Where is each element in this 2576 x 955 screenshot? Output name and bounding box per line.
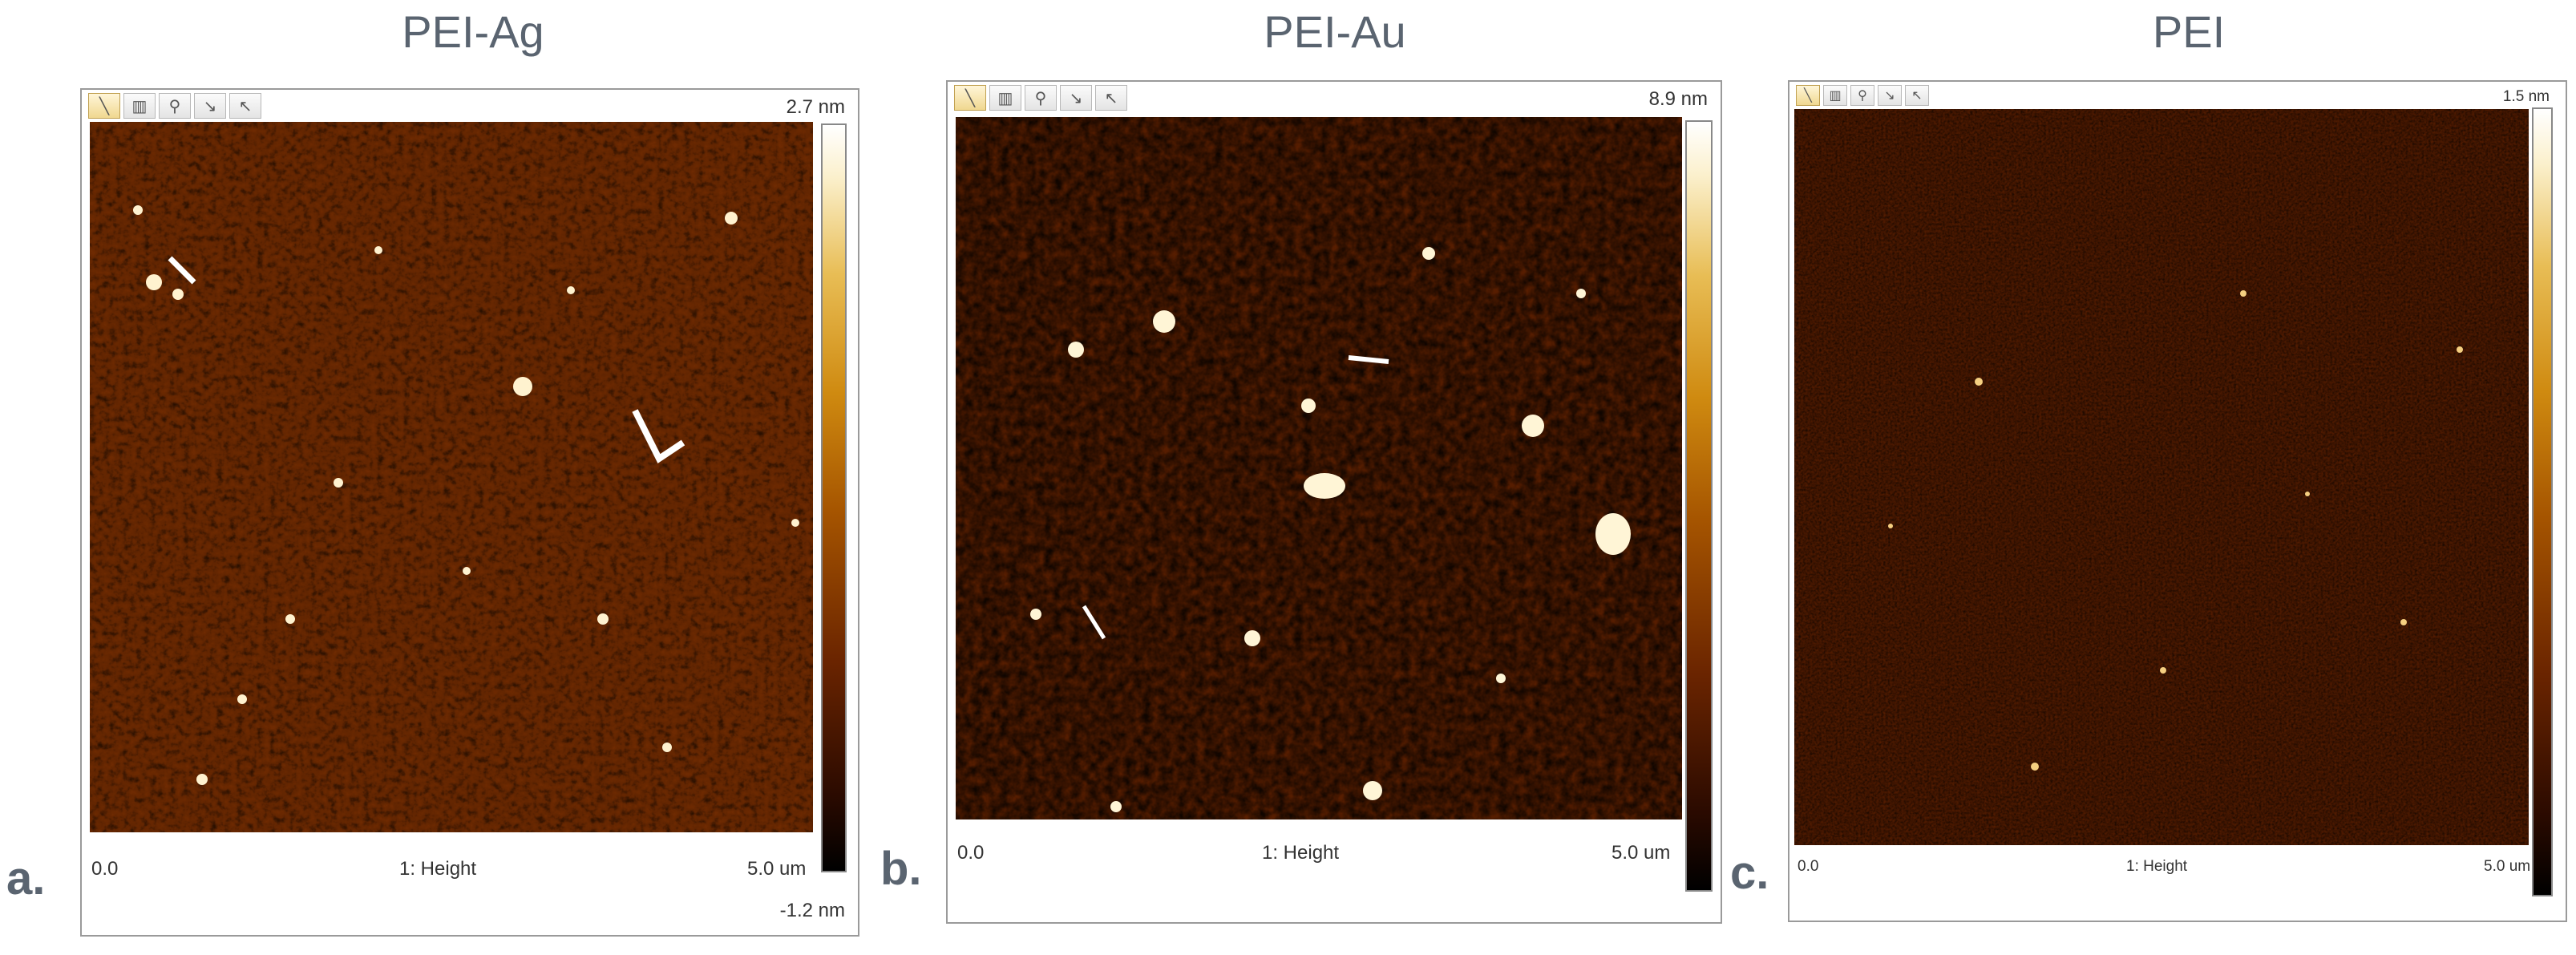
panel-a-x-end: 5.0 um (747, 858, 807, 880)
panel-b-x-start: 0.0 (957, 842, 985, 864)
panel-a-colorbar (821, 123, 847, 872)
panel-b-afm-image[interactable] (956, 117, 1682, 819)
zoom-in-icon[interactable]: ⚲ (1025, 85, 1057, 111)
graph-icon[interactable]: ▥ (123, 93, 156, 119)
panel-b-colorbar (1685, 120, 1713, 892)
zoom-in-icon[interactable]: ⚲ (159, 93, 191, 119)
panel-c-toolbar: ╲ ▥ ⚲ ↘ ↖ (1796, 85, 1932, 112)
panel-b-zmax: 8.9 nm (1648, 88, 1708, 110)
panel-b-title: PEI-Au (1264, 6, 1406, 57)
panel-c-colorbar (2532, 107, 2553, 896)
panel-c-zmax: 1.5 nm (2502, 88, 2550, 105)
panel-b-toolbar: ╲ ▥ ⚲ ↘ ↖ (954, 85, 1130, 112)
panel-a-letter: a. (6, 852, 46, 904)
graph-icon[interactable]: ▥ (1823, 85, 1847, 106)
zoom-area-icon[interactable]: ↘ (1878, 85, 1902, 106)
panel-c-window: ╲ ▥ ⚲ ↘ ↖ 1.5 nm 0.0 1: Height 5.0 (1788, 80, 2567, 922)
panel-b-letter: b. (880, 843, 922, 895)
panel-a-afm-image[interactable] (90, 122, 813, 832)
panel-a-x-start: 0.0 (91, 858, 119, 880)
panel-c-afm-image[interactable] (1794, 109, 2529, 845)
afm-height-map-a (90, 122, 813, 832)
panel-a-zmin: -1.2 nm (779, 900, 845, 921)
panel-b-x-end: 5.0 um (1612, 842, 1671, 864)
zoom-area-icon[interactable]: ↘ (1060, 85, 1092, 111)
panel-a-toolbar: ╲ ▥ ⚲ ↘ ↖ (88, 93, 265, 120)
panel-a-channel: 1: Height (399, 858, 477, 880)
panel-b-window: ╲ ▥ ⚲ ↘ ↖ 8.9 nm (946, 80, 1722, 924)
afm-height-map-c (1794, 109, 2529, 845)
ruler-icon[interactable]: ╲ (88, 93, 120, 119)
zoom-out-icon[interactable]: ↖ (229, 93, 261, 119)
panel-a-title: PEI-Ag (402, 6, 544, 57)
panel-a-window: ╲ ▥ ⚲ ↘ ↖ 2.7 nm (80, 88, 859, 937)
panel-b-channel: 1: Height (1262, 842, 1340, 864)
zoom-area-icon[interactable]: ↘ (194, 93, 226, 119)
panel-c-channel: 1: Height (2126, 858, 2188, 875)
zoom-in-icon[interactable]: ⚲ (1850, 85, 1874, 106)
zoom-out-icon[interactable]: ↖ (1095, 85, 1127, 111)
afm-height-map-b (956, 117, 1682, 819)
ruler-icon[interactable]: ╲ (1796, 85, 1820, 106)
panel-c-letter: c. (1730, 847, 1769, 899)
panel-a-zmax: 2.7 nm (786, 96, 845, 118)
panel-c-title: PEI (2152, 6, 2226, 57)
zoom-out-icon[interactable]: ↖ (1905, 85, 1929, 106)
graph-icon[interactable]: ▥ (989, 85, 1021, 111)
panel-c-x-end: 5.0 um (2484, 858, 2531, 875)
panel-c-x-start: 0.0 (1798, 858, 1819, 875)
ruler-icon[interactable]: ╲ (954, 85, 986, 111)
